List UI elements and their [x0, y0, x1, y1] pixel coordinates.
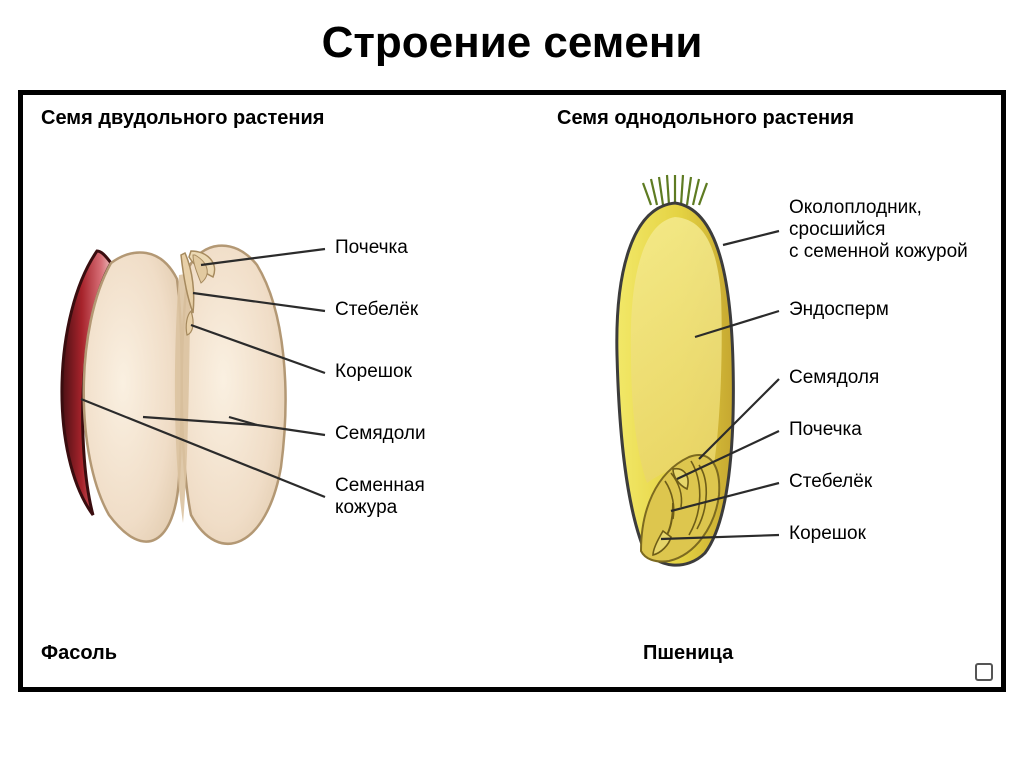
- diagram-monocot: Околоплодник,сросшийсяс семенной кожурой…: [523, 155, 1001, 627]
- panel-title-dicot: Семя двудольного растения: [41, 107, 324, 130]
- label-wheat-pericarp: Околоплодник,сросшийсяс семенной кожурой: [789, 197, 999, 263]
- label-bean-plumule: Почечка: [335, 237, 408, 259]
- panel-dicot: Семя двудольного растения: [23, 95, 523, 687]
- label-wheat-radicle: Корешок: [789, 523, 866, 545]
- label-wheat-endosperm: Эндосперм: [789, 299, 889, 321]
- label-wheat-cotyledon: Семядоля: [789, 367, 879, 389]
- caption-monocot: Пшеница: [643, 642, 733, 665]
- wheat-endosperm: [631, 217, 722, 483]
- diagram-frame: Семя двудольного растения: [18, 90, 1006, 692]
- wheat-tuft: [643, 175, 707, 205]
- label-wheat-stemlet: Стебелёк: [789, 471, 872, 493]
- corner-mark-icon: [975, 663, 993, 681]
- label-bean-cotyledon: Семядоли: [335, 423, 426, 445]
- label-bean-radicle: Корешок: [335, 361, 412, 383]
- diagram-dicot: Почечка Стебелёк Корешок Семядоли Семенн…: [23, 155, 523, 627]
- label-wheat-plumule: Почечка: [789, 419, 862, 441]
- label-bean-seedcoat: Семеннаякожура: [335, 475, 535, 519]
- bean-cotyledon-left: [84, 252, 182, 541]
- caption-dicot: Фасоль: [41, 642, 117, 665]
- bean-cotyledon-right: [182, 246, 286, 544]
- label-bean-stemlet: Стебелёк: [335, 299, 418, 321]
- panel-monocot: Семя однодольного растения: [523, 95, 1001, 687]
- bean-svg: [23, 155, 523, 627]
- panel-title-monocot: Семя однодольного растения: [557, 107, 854, 130]
- page-title: Строение семени: [0, 18, 1024, 68]
